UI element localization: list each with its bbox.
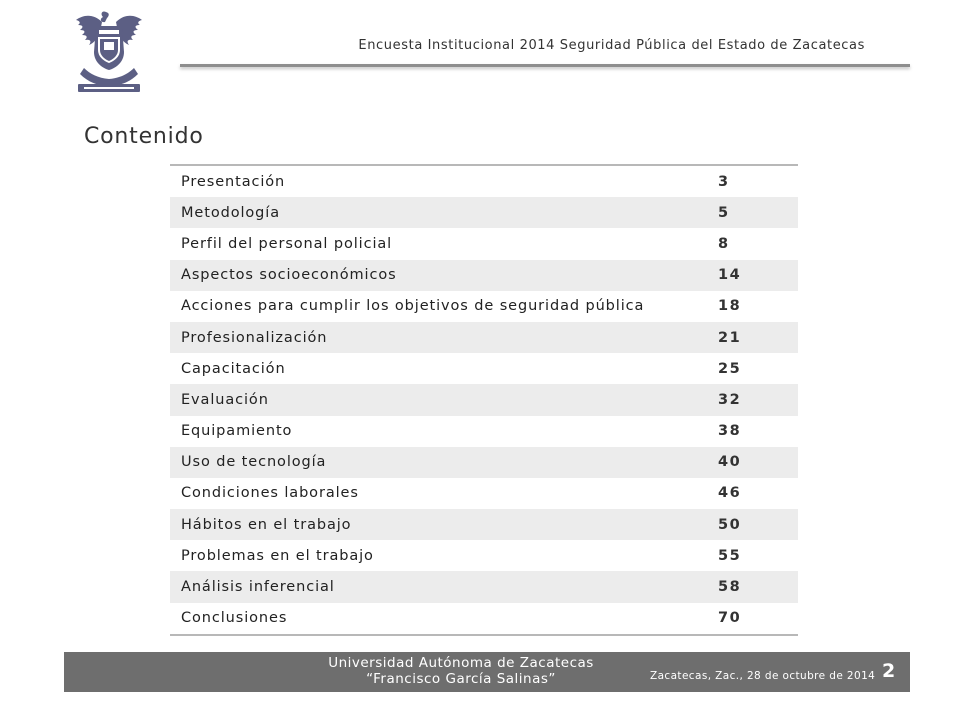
toc-entry-title: Problemas en el trabajo (181, 547, 374, 564)
toc-row: Problemas en el trabajo 55 (170, 540, 798, 571)
header-divider (180, 64, 910, 67)
toc-entry-title: Aspectos socioeconómicos (181, 267, 397, 284)
footer-bar: Universidad Autónoma de Zacatecas “Franc… (64, 652, 910, 692)
footer-university-honoree: “Francisco García Salinas” (366, 671, 556, 687)
toc-page-number: 14 (718, 267, 742, 284)
toc-entry-title: Conclusiones (181, 610, 288, 627)
toc-page-number: 3 (718, 173, 730, 190)
toc-page-number: 5 (718, 204, 730, 221)
toc-entry-title: Condiciones laborales (181, 485, 359, 502)
footer-university-name: Universidad Autónoma de Zacatecas (328, 655, 594, 671)
toc-row: Profesionalización 21 (170, 321, 798, 354)
toc-page-number: 55 (718, 547, 742, 564)
slide-page-number: 2 (882, 660, 896, 682)
toc-page-number: 18 (718, 298, 742, 315)
toc-row: Equipamiento 38 (170, 416, 798, 447)
toc-entry-title: Uso de tecnología (181, 454, 327, 471)
toc-row: Hábitos en el trabajo 50 (170, 509, 798, 541)
toc-entry-title: Capacitación (181, 360, 286, 377)
toc-row: Análisis inferencial 58 (170, 571, 798, 603)
footer-date: Zacatecas, Zac., 28 de octubre de 2014 (650, 670, 876, 682)
toc-row: Acciones para cumplir los objetivos de s… (170, 291, 798, 322)
toc-row: Metodología 5 (170, 197, 798, 229)
toc-page-number: 46 (718, 485, 742, 502)
toc-row: Evaluación 32 (170, 384, 798, 416)
toc-page-number: 50 (718, 516, 742, 533)
toc-page-number: 38 (718, 423, 742, 440)
toc-entry-title: Presentación (181, 173, 286, 190)
toc-entry-title: Metodología (181, 204, 280, 221)
toc-row: Aspectos socioeconómicos 14 (170, 259, 798, 291)
toc-row: Perfil del personal policial 8 (170, 228, 798, 259)
toc-page-number: 70 (718, 610, 742, 627)
section-title: Contenido (84, 124, 204, 149)
toc-page-number: 25 (718, 360, 742, 377)
toc-entry-title: Equipamiento (181, 423, 293, 440)
toc-entry-title: Hábitos en el trabajo (181, 516, 352, 533)
toc-row: Condiciones laborales 46 (170, 478, 798, 509)
toc-entry-title: Perfil del personal policial (181, 235, 393, 252)
toc-entry-title: Profesionalización (181, 329, 328, 346)
toc-entry-title: Evaluación (181, 391, 269, 408)
toc-page-number: 21 (718, 329, 742, 346)
toc-row: Presentación 3 (170, 166, 798, 197)
document-header-title: Encuesta Institucional 2014 Seguridad Pú… (358, 38, 865, 53)
toc-page-number: 40 (718, 454, 742, 471)
toc-page-number: 8 (718, 235, 730, 252)
toc-page-number: 58 (718, 579, 742, 596)
toc-entry-title: Análisis inferencial (181, 579, 335, 596)
toc-row: Conclusiones 70 (170, 603, 798, 634)
toc-page-number: 32 (718, 391, 742, 408)
toc-row: Capacitación 25 (170, 353, 798, 384)
university-eagle-seal-icon (76, 11, 142, 92)
toc-entry-title: Acciones para cumplir los objetivos de s… (181, 298, 645, 315)
footer-university: Universidad Autónoma de Zacatecas “Franc… (326, 655, 596, 687)
toc-row: Uso de tecnología 40 (170, 446, 798, 478)
table-of-contents: Presentación 3 Metodología 5 Perfil del … (170, 164, 798, 636)
